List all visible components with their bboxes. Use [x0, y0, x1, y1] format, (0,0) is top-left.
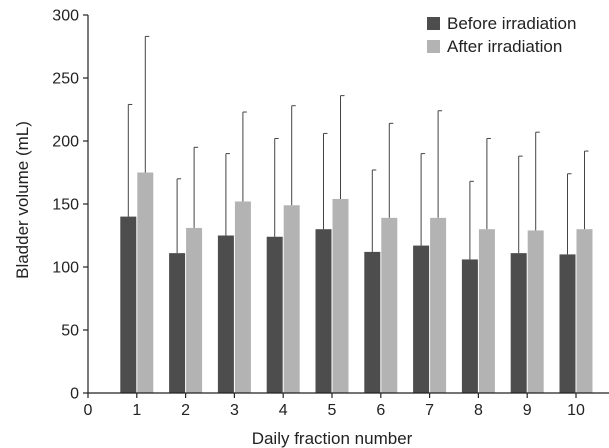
- bar-before-4: [266, 236, 283, 393]
- error-bar-after-2: [193, 146, 199, 228]
- bar-after-4: [283, 205, 300, 393]
- bar-before-8: [461, 259, 478, 393]
- bar-after-5: [332, 198, 349, 393]
- error-bar-before-7: [420, 153, 426, 246]
- bar-after-2: [186, 227, 203, 393]
- error-bars: [127, 35, 589, 260]
- x-tick-label: 1: [132, 402, 141, 419]
- x-axis-title: Daily fraction number: [252, 429, 413, 448]
- legend-label: After irradiation: [447, 37, 562, 56]
- error-bar-before-10: [567, 173, 572, 255]
- x-tick-label: 4: [279, 402, 288, 419]
- error-bar-after-7: [437, 110, 443, 218]
- y-tick-label: 300: [52, 8, 79, 25]
- y-axis-title: Bladder volume (mL): [13, 121, 32, 279]
- error-bar-after-9: [535, 131, 540, 231]
- bar-before-7: [413, 245, 430, 393]
- y-tick-label: 100: [52, 260, 79, 277]
- bar-before-10: [559, 254, 576, 393]
- y-tick-label: 200: [52, 134, 79, 151]
- x-tick-label: 7: [425, 402, 434, 419]
- x-tick-label: 5: [328, 402, 337, 419]
- y-tick-label: 0: [70, 386, 79, 403]
- bar-after-6: [381, 217, 398, 393]
- bar-before-2: [169, 253, 186, 393]
- x-tick-label: 10: [567, 402, 585, 419]
- bars: [120, 172, 593, 393]
- y-tick-label: 50: [61, 323, 79, 340]
- error-bar-before-8: [469, 180, 474, 260]
- bar-before-9: [510, 253, 527, 393]
- error-bar-before-6: [371, 169, 377, 252]
- x-tick-label: 2: [181, 402, 190, 419]
- error-bar-after-6: [388, 122, 394, 218]
- bar-before-3: [217, 235, 234, 393]
- x-tick-label: 0: [84, 402, 93, 419]
- bar-after-7: [430, 217, 447, 393]
- error-bar-after-5: [340, 95, 345, 199]
- bar-after-9: [527, 230, 544, 393]
- legend-swatch: [427, 40, 440, 53]
- x-tick-label: 8: [474, 402, 483, 419]
- error-bar-before-2: [176, 178, 182, 254]
- bar-before-6: [364, 251, 381, 393]
- x-tick-label: 9: [523, 402, 532, 419]
- bar-before-5: [315, 229, 332, 393]
- error-bar-after-8: [486, 137, 491, 230]
- error-bar-before-3: [225, 153, 230, 236]
- error-bar-after-3: [242, 111, 247, 202]
- error-bar-after-1: [144, 35, 150, 173]
- bar-after-8: [478, 229, 495, 393]
- y-tick-label: 250: [52, 71, 79, 88]
- error-bar-before-9: [518, 155, 523, 254]
- error-bar-before-4: [274, 137, 279, 237]
- legend: Before irradiation After irradiation: [427, 14, 576, 56]
- error-bar-before-5: [323, 132, 328, 230]
- x-tick-label: 3: [230, 402, 239, 419]
- bar-after-1: [137, 172, 154, 393]
- legend-label: Before irradiation: [447, 14, 576, 33]
- error-bar-before-1: [127, 103, 133, 217]
- x-tick-label: 6: [376, 402, 385, 419]
- axes: 0 50 100 150 200 250 300 0 1 2 3 4 5 6 7 8 9 10: [52, 8, 609, 419]
- bar-before-1: [120, 216, 137, 393]
- y-tick-label: 150: [52, 197, 79, 214]
- legend-swatch: [427, 17, 440, 30]
- error-bar-after-4: [291, 105, 296, 206]
- error-bar-after-10: [584, 150, 589, 230]
- bar-after-10: [576, 229, 593, 393]
- bar-after-3: [234, 201, 251, 393]
